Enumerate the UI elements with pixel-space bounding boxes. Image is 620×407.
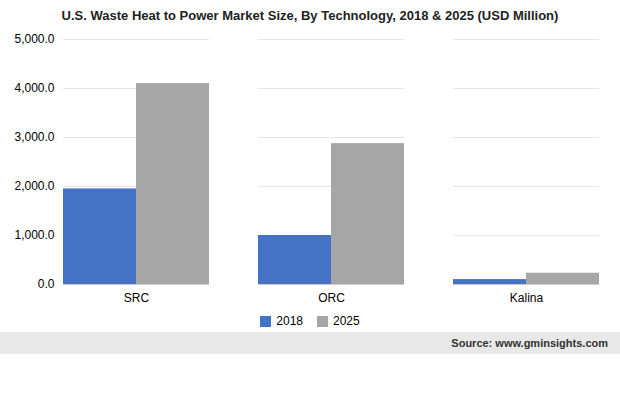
svg-text:5,000.0: 5,000.0 [14, 32, 54, 46]
svg-text:ORC: ORC [318, 291, 345, 305]
svg-text:3,000.0: 3,000.0 [14, 130, 54, 144]
html-text:2025: 2025 [333, 314, 360, 328]
html-text:Source: www.gminsights.com: Source: www.gminsights.com [451, 337, 608, 349]
svg-text:0.0: 0.0 [38, 277, 55, 291]
svg-text:2,000.0: 2,000.0 [14, 179, 54, 193]
svg-text:4,000.0: 4,000.0 [14, 81, 54, 95]
svg-text:Kalina: Kalina [510, 291, 544, 305]
svg-text:1,000.0: 1,000.0 [14, 228, 54, 242]
svg-text:SRC: SRC [124, 291, 150, 305]
html-text:U.S. Waste Heat to Power Marke: U.S. Waste Heat to Power Market Size, By… [61, 8, 559, 23]
html-text:2018: 2018 [276, 314, 303, 328]
